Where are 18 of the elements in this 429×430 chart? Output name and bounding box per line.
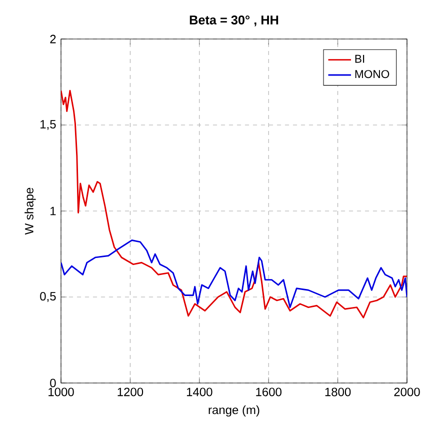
legend-label: MONO [355,70,390,78]
y-axis-title: W shape [24,188,36,235]
chart-title: Beta = 30° , HH [190,15,278,26]
x-tick-label: 2000 [394,388,420,396]
legend-label: BI [355,54,364,63]
x-tick-label: 1600 [256,388,282,396]
y-tick-label: 2 [50,34,56,44]
x-tick-label: 1800 [325,388,351,396]
x-tick-label: 1200 [118,388,144,396]
y-tick-label: 0 [50,378,56,388]
line-series [60,90,407,318]
x-tick-label: 1000 [48,388,74,396]
y-tick-label: 1,5 [40,120,56,130]
line-series [60,240,407,308]
y-tick-label: 1 [50,206,56,216]
x-axis-title: range (m) [208,405,260,417]
x-tick-label: 1400 [186,388,212,396]
y-tick-label: 0,5 [40,292,56,302]
